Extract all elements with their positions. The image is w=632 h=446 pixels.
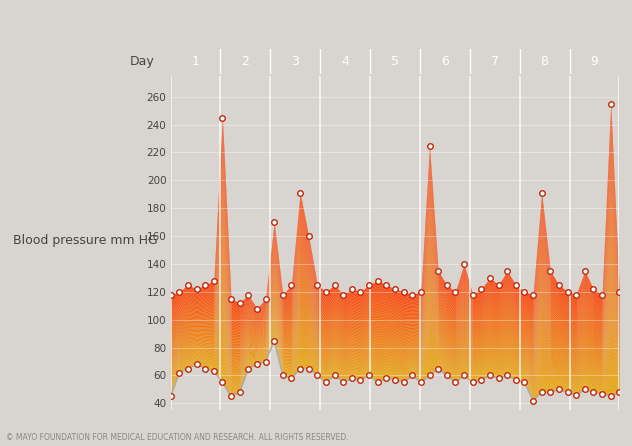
Text: Day: Day bbox=[130, 55, 155, 68]
Text: Blood pressure mm HG: Blood pressure mm HG bbox=[13, 234, 157, 248]
Text: 7: 7 bbox=[490, 55, 499, 68]
Text: 1: 1 bbox=[191, 55, 200, 68]
Text: 8: 8 bbox=[540, 55, 549, 68]
Text: 4: 4 bbox=[341, 55, 349, 68]
Text: 2: 2 bbox=[241, 55, 250, 68]
Text: 9: 9 bbox=[590, 55, 599, 68]
Text: 6: 6 bbox=[441, 55, 449, 68]
Text: 5: 5 bbox=[391, 55, 399, 68]
Text: © MAYO FOUNDATION FOR MEDICAL EDUCATION AND RESEARCH. ALL RIGHTS RESERVED.: © MAYO FOUNDATION FOR MEDICAL EDUCATION … bbox=[6, 433, 349, 442]
Text: 3: 3 bbox=[291, 55, 299, 68]
